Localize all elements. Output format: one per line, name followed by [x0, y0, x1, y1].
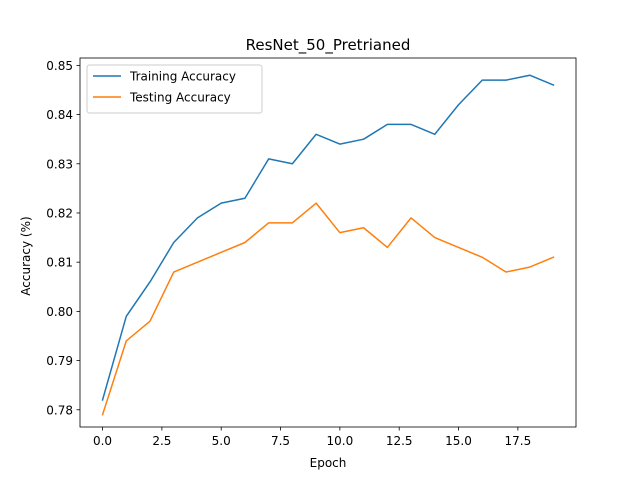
- y-tick-label: 0.80: [46, 305, 73, 319]
- y-tick-label: 0.83: [46, 157, 73, 171]
- x-tick-label: 0.0: [93, 434, 112, 448]
- x-tick-label: 2.5: [152, 434, 171, 448]
- y-axis-label: Accuracy (%): [19, 216, 33, 295]
- y-tick-label: 0.81: [46, 256, 73, 270]
- y-tick-label: 0.79: [46, 354, 73, 368]
- x-tick-label: 5.0: [212, 434, 231, 448]
- y-tick-label: 0.78: [46, 403, 73, 417]
- legend-label-0: Training Accuracy: [129, 70, 236, 84]
- legend: Training Accuracy Testing Accuracy: [86, 64, 263, 114]
- x-tick-label: 15.0: [445, 434, 472, 448]
- y-tick-label: 0.84: [46, 108, 73, 122]
- x-tick-label: 17.5: [504, 434, 531, 448]
- chart-title: ResNet_50_Pretrianed: [246, 36, 411, 55]
- x-tick-label: 10.0: [327, 434, 354, 448]
- x-tick-label: 7.5: [271, 434, 290, 448]
- x-tick-label: 12.5: [386, 434, 413, 448]
- series-line-1: [101, 202, 555, 416]
- plot-area: [101, 74, 555, 416]
- axes-frame: [79, 57, 577, 428]
- y-tick-label: 0.85: [46, 59, 73, 73]
- series-line-0: [101, 74, 555, 401]
- x-axis-label: Epoch: [310, 456, 347, 470]
- legend-box: [86, 64, 263, 114]
- legend-label-1: Testing Accuracy: [129, 91, 231, 105]
- y-tick-label: 0.82: [46, 206, 73, 220]
- axes: 0.0 2.5 5.0 7.5 10.0 12.5 15.0 17.5 0.78 0.79 0.80…: [46, 57, 577, 448]
